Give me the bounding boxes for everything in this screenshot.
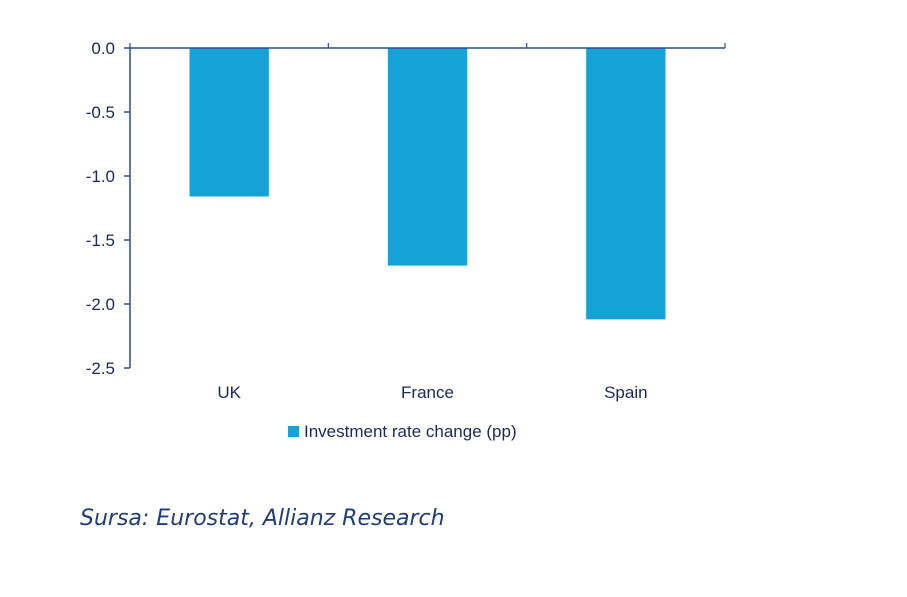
legend-label: Investment rate change (pp): [304, 422, 517, 441]
x-axis-ticks: [129, 43, 726, 48]
bar-uk: [189, 48, 269, 197]
category-label: UK: [217, 383, 241, 402]
bar-france: [387, 48, 468, 266]
source-note: Sursa: Eurostat, Allianz Research: [80, 506, 445, 531]
y-tick-label: -0.5: [86, 103, 115, 122]
y-tick-label: -2.0: [86, 295, 115, 314]
legend-swatch: [288, 426, 299, 437]
category-label: France: [401, 383, 454, 402]
y-tick-label: -2.5: [86, 359, 115, 378]
y-tick-label: -1.0: [86, 167, 115, 186]
category-labels: UK France Spain: [217, 383, 647, 402]
y-tick-label: -1.5: [86, 231, 115, 250]
category-label: Spain: [604, 383, 647, 402]
legend: Investment rate change (pp): [288, 422, 517, 441]
y-tick-label: 0.0: [91, 39, 115, 58]
y-axis-ticks: 0.0 -0.5 -1.0 -1.5 -2.0 -2.5: [86, 39, 130, 378]
bars: [189, 48, 666, 320]
bar-spain: [586, 48, 666, 320]
